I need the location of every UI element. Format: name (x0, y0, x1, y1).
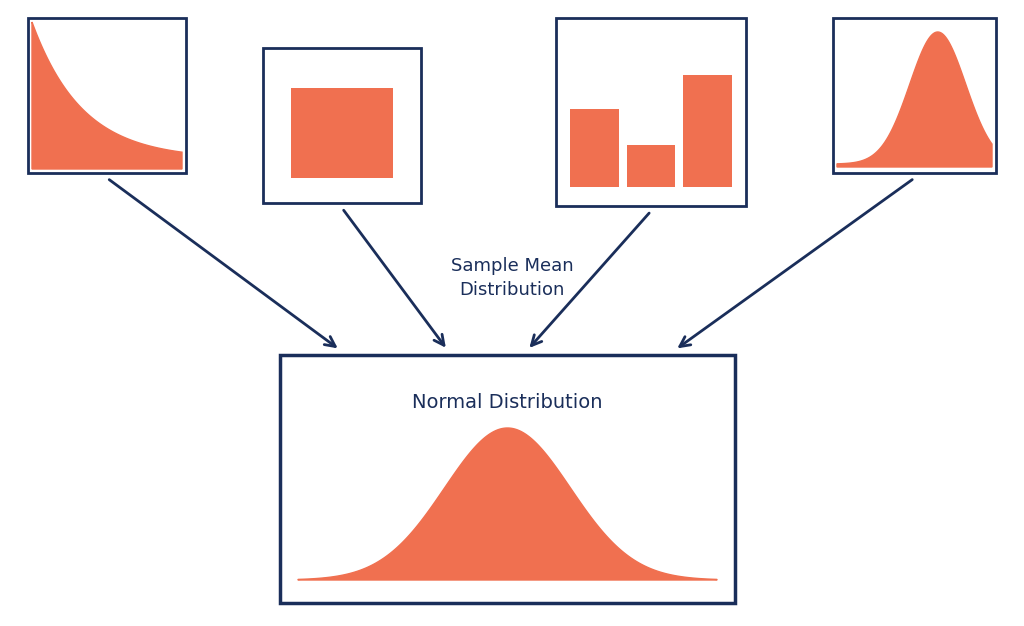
Bar (556, 18, 746, 206)
Bar (291, 88, 393, 178)
Polygon shape (837, 32, 992, 167)
Bar (280, 355, 735, 603)
Bar (627, 145, 676, 187)
Bar (28, 18, 186, 173)
Text: Sample Mean
Distribution: Sample Mean Distribution (451, 257, 573, 299)
Bar (683, 74, 732, 187)
Bar (263, 48, 421, 203)
Polygon shape (298, 428, 717, 580)
Polygon shape (32, 22, 182, 169)
Text: Normal Distribution: Normal Distribution (413, 393, 603, 412)
Bar (833, 18, 996, 173)
Bar (570, 109, 618, 187)
